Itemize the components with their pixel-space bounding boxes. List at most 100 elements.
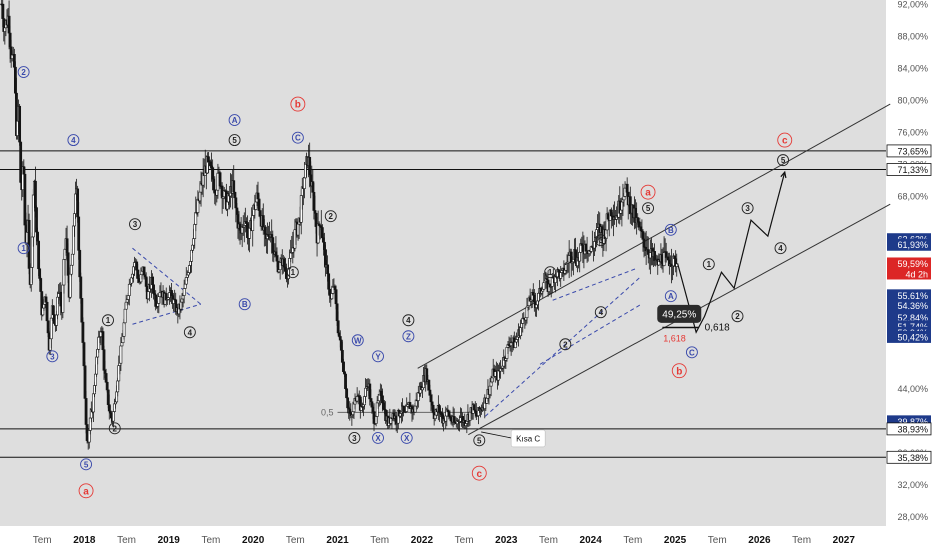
wave-label: C [689,348,695,357]
candle-body [79,276,83,299]
candle-body [122,322,126,337]
wave-label-circle [290,96,306,112]
price-badge [887,238,931,251]
wave-label: B [668,226,674,235]
candle-body [127,283,131,296]
candle-body [69,264,73,275]
channel-line [417,103,891,369]
price-badge-label: 61,93% [897,240,928,250]
wave-label-circle [741,202,754,215]
wave-label: 2 [113,424,118,433]
price-badge-label: 59,59% [897,259,928,269]
time-tick-label: 2020 [242,535,265,546]
time-tick-label: Tem [455,535,474,546]
price-badge-label: 55,61% [897,291,928,301]
time-tick-label: 2018 [73,535,96,546]
time-tick-label: Tem [708,535,727,546]
time-tick-label: Tem [792,535,811,546]
candle-body [68,273,72,298]
plot-background [0,0,886,526]
wave-label-circle [108,422,121,435]
price-badge-label: 54,36% [897,301,928,311]
wave-label-circle [594,306,607,319]
time-axis: Tem 2018 Tem 2019 Tem 2020 Tem 2021 Tem 2022 Tem 20… [33,535,856,546]
time-tick-label: Tem [623,535,642,546]
time-tick-label: Tem [539,535,558,546]
wave-label: b [295,100,301,111]
wave-label: C [295,134,301,143]
wave-label-circle [238,298,251,311]
candle-body [123,308,127,324]
wave-projection [676,170,787,334]
wave-label-circle [46,350,59,363]
wave-label: 3 [599,236,604,245]
time-tick-label: Tem [286,535,305,546]
wave-label-circle [402,330,415,343]
price-tick-label: 44,00% [897,384,928,394]
wave-label-circle [102,314,114,327]
dashed-trendline [539,303,642,365]
candle-body [336,320,340,334]
wave-label: 4 [778,244,783,253]
wave-label: 4 [406,316,411,325]
time-tick-label: 2021 [326,535,349,546]
wave-label-circle [664,290,677,303]
wave-label-circle [473,434,486,447]
wave-label-circle [286,266,299,279]
candle-body [303,177,306,189]
price-tick-label: 32,00% [897,480,928,490]
callout-box [510,429,546,448]
wave-label-circle [183,326,196,339]
price-tick-label: 80,00% [897,96,928,106]
wave-label: 1 [291,268,296,277]
time-tick-label: 2027 [833,535,856,546]
dashed-trendline [132,303,201,325]
wave-label-circle [471,465,487,481]
candle-body [112,411,115,422]
time-tick-label: 2022 [411,535,434,546]
wave-label-circle [559,338,572,351]
price-tick-label: 84,00% [897,64,928,74]
price-badge [887,257,931,280]
dashed-trendlines [132,247,642,417]
price-badge-label: 52,84% [897,313,928,323]
wave-label-circle [228,114,241,127]
candle-body [119,345,123,364]
wave-label: 2 [563,340,568,349]
wave-label: Z [406,332,411,341]
wave-label: A [232,116,238,125]
wave-label-circle [702,258,715,271]
price-badge [887,330,931,343]
wave-label-circle [774,242,787,255]
wave-label: c [477,469,483,480]
time-tick-label: Tem [201,535,220,546]
wave-label: 4 [188,328,193,337]
candle-body [641,231,645,240]
percent-badge-label: 49,25% [662,309,696,320]
wave-label: 5 [646,204,651,213]
wave-label-circle [594,234,607,247]
price-tick-label: 88,00% [897,32,928,42]
wave-label: A [668,292,674,301]
wave-label-circle [402,314,415,327]
price-tick-label: 92,00% [897,0,928,10]
price-badge [887,299,931,312]
wave-label: a [645,188,651,199]
wave-label-circle [664,223,677,236]
wave-label-circle [78,483,94,499]
fib-level-label: 0,5 [321,407,334,417]
wave-label-circle [351,334,364,347]
wave-label: 2 [329,212,334,221]
time-tick-label: 2026 [748,535,771,546]
price-badge [886,163,932,176]
wave-label-circle [67,134,80,147]
dashed-trendline [132,247,202,305]
wave-label: 3 [745,204,750,213]
percent-badge-box [657,304,702,323]
price-tick-label: 76,00% [897,128,928,138]
wave-label-circle [17,66,30,79]
wave-label-circle [372,431,384,444]
candle-body [18,105,22,143]
wave-label-circle [17,242,30,255]
